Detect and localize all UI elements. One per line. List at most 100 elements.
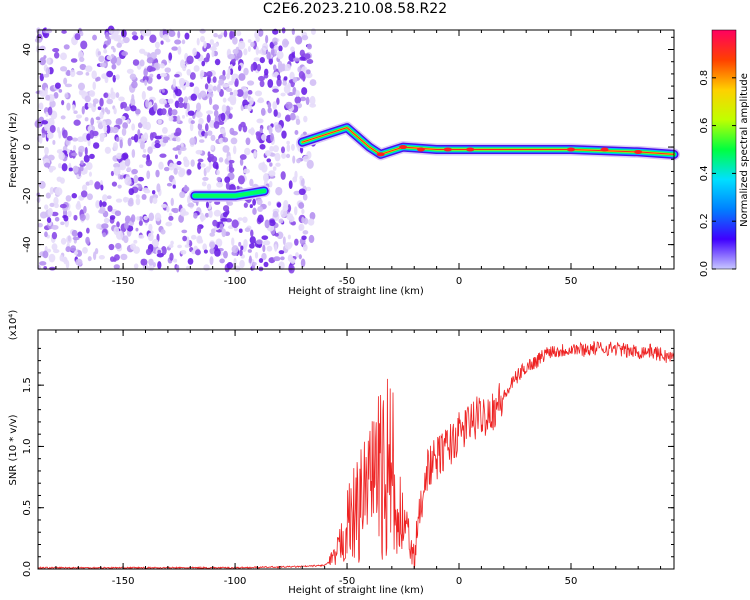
- noise-dot: [266, 51, 271, 60]
- noise-dot: [256, 198, 263, 206]
- noise-dot: [274, 232, 279, 237]
- noise-dot: [130, 214, 136, 223]
- noise-dot: [294, 238, 299, 246]
- noise-dot: [238, 40, 246, 50]
- x-tick-label: -50: [339, 276, 355, 287]
- noise-dot: [159, 63, 165, 69]
- noise-dot: [209, 39, 214, 45]
- noise-dot: [44, 162, 51, 168]
- noise-dot: [203, 264, 210, 271]
- noise-dot: [143, 51, 148, 56]
- noise-dot: [302, 155, 310, 162]
- noise-dot: [216, 176, 222, 182]
- noise-dot: [212, 85, 218, 92]
- noise-dot: [142, 154, 147, 158]
- noise-dot: [227, 53, 235, 60]
- noise-dot: [140, 141, 145, 150]
- noise-dot: [90, 117, 95, 126]
- noise-dot: [88, 179, 94, 186]
- noise-dot: [297, 66, 301, 73]
- noise-dot: [262, 244, 266, 253]
- noise-dot: [91, 70, 97, 80]
- noise-dot: [36, 196, 41, 203]
- noise-dot: [255, 239, 263, 245]
- noise-dot: [202, 243, 208, 251]
- noise-dot: [136, 216, 140, 221]
- noise-dot: [42, 250, 49, 259]
- noise-dot: [47, 117, 55, 127]
- noise-dot: [141, 194, 147, 200]
- noise-dot: [252, 198, 256, 206]
- noise-dot: [283, 200, 289, 209]
- noise-dot: [117, 184, 122, 189]
- noise-dot: [247, 249, 252, 253]
- noise-dot: [193, 65, 200, 72]
- noise-dot: [118, 96, 125, 102]
- noise-dot: [280, 171, 286, 180]
- noise-dot: [282, 80, 288, 86]
- noise-dot: [180, 59, 186, 69]
- noise-dot: [301, 34, 309, 41]
- noise-dot: [129, 73, 137, 80]
- noise-dot: [176, 115, 181, 124]
- noise-dot: [261, 252, 267, 261]
- noise-dot: [168, 244, 174, 249]
- noise-dot: [213, 32, 218, 38]
- noise-dot: [170, 132, 175, 138]
- colorbar-tick-label: 0.2: [699, 213, 710, 229]
- noise-dot: [239, 259, 245, 269]
- noise-dot: [72, 144, 77, 152]
- noise-dot: [164, 67, 172, 73]
- noise-dot: [268, 57, 274, 65]
- noise-dot: [278, 63, 285, 72]
- noise-dot: [80, 160, 84, 165]
- noise-dot: [72, 236, 80, 241]
- noise-dot: [154, 135, 162, 140]
- noise-dot: [115, 92, 120, 98]
- noise-dot: [257, 214, 264, 223]
- noise-dot: [273, 41, 278, 46]
- noise-dot: [54, 216, 60, 222]
- noise-dot: [178, 214, 184, 223]
- noise-dot: [283, 40, 290, 46]
- noise-dot: [179, 191, 186, 199]
- noise-dot: [77, 82, 86, 91]
- x-tick-label: 0: [456, 576, 462, 587]
- noise-dot: [186, 102, 190, 112]
- noise-dot: [190, 93, 198, 101]
- noise-dot: [94, 247, 99, 255]
- noise-dot: [92, 251, 97, 261]
- noise-dot: [207, 156, 214, 162]
- noise-dot: [45, 111, 49, 118]
- noise-dot: [183, 96, 189, 104]
- noise-dot: [204, 132, 208, 139]
- noise-dot: [280, 209, 288, 218]
- noise-dot: [161, 88, 165, 93]
- x-tick-label: -100: [224, 276, 247, 287]
- noise-dot: [131, 123, 136, 131]
- noise-dot: [59, 254, 64, 262]
- noise-dot: [139, 59, 145, 67]
- noise-dot: [285, 153, 291, 159]
- noise-dot: [249, 178, 254, 187]
- noise-dot: [223, 30, 228, 38]
- noise-dot: [133, 263, 139, 269]
- noise-dot: [47, 154, 55, 161]
- noise-dot: [306, 159, 314, 169]
- noise-dot: [225, 87, 233, 93]
- noise-dot: [39, 45, 46, 51]
- noise-dot: [258, 50, 262, 54]
- noise-dot: [67, 210, 72, 218]
- noise-dot: [137, 176, 145, 182]
- noise-dot: [268, 125, 273, 135]
- noise-dot: [185, 81, 190, 88]
- noise-dot: [190, 234, 197, 240]
- noise-dot: [281, 130, 287, 139]
- noise-dot: [124, 176, 132, 186]
- noise-dot: [268, 219, 276, 227]
- noise-dot: [198, 238, 204, 244]
- noise-dot: [170, 240, 174, 246]
- noise-dot: [250, 41, 255, 48]
- noise-dot: [216, 83, 221, 93]
- noise-dot: [199, 90, 207, 98]
